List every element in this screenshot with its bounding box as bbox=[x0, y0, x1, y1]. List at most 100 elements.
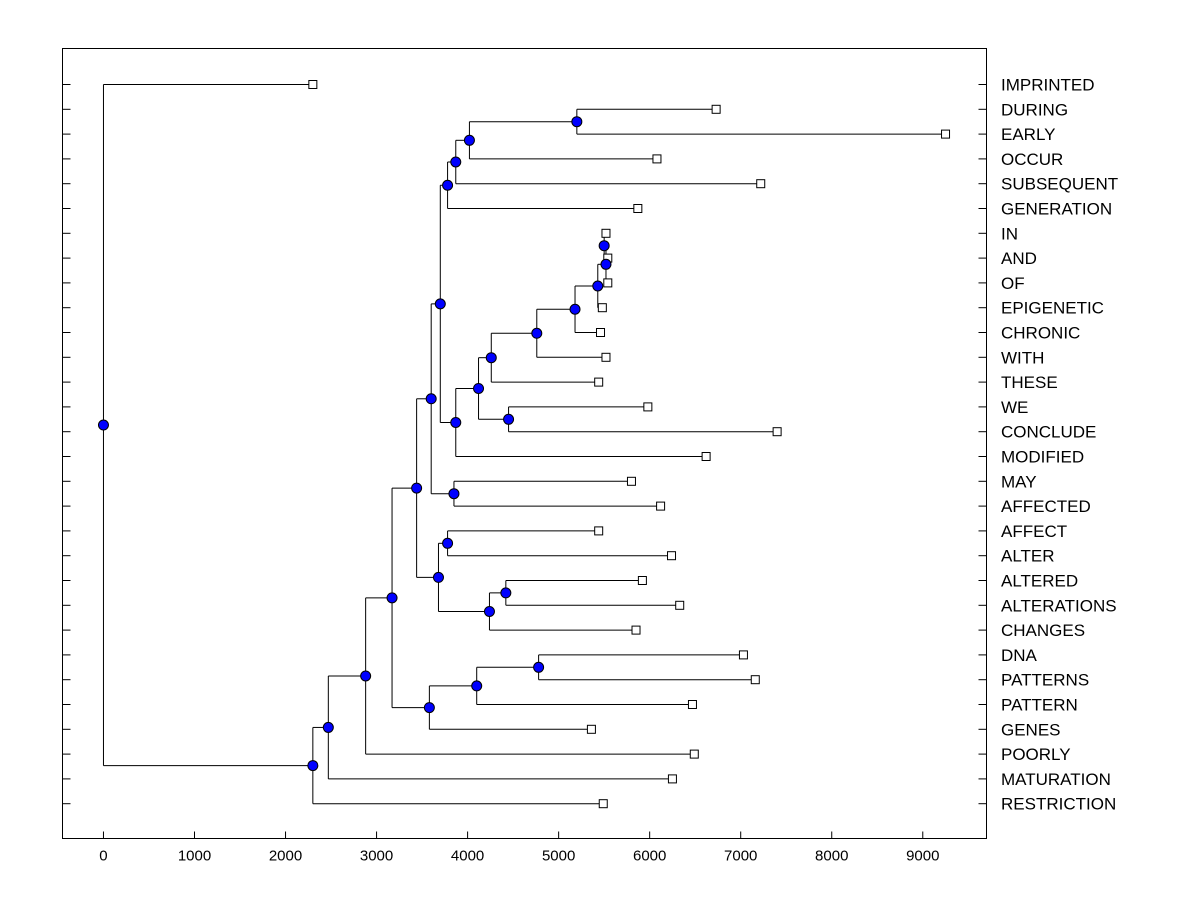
leaf-marker-may bbox=[626, 476, 636, 486]
leaf-marker-affect bbox=[594, 526, 604, 536]
leaf-marker-changes bbox=[631, 625, 641, 635]
leaf-label-affected: AFFECTED bbox=[1001, 497, 1091, 516]
leaf-label-we: WE bbox=[1001, 398, 1028, 417]
leaf-label-epigenetic: EPIGENETIC bbox=[1001, 299, 1104, 318]
leaf-marker-imprinted bbox=[308, 80, 318, 89]
leaf-label-subsequent: SUBSEQUENT bbox=[1001, 175, 1118, 194]
merge-node-m10 bbox=[571, 116, 583, 128]
leaf-marker-patterns bbox=[750, 675, 760, 685]
merge-node-m15 bbox=[448, 488, 460, 500]
leaf-label-may: MAY bbox=[1001, 472, 1037, 491]
leaf-marker-subsequent bbox=[756, 179, 766, 189]
dendrogram-links bbox=[102, 84, 946, 805]
merge-node-m7 bbox=[503, 413, 515, 425]
leaf-marker-maturation bbox=[667, 774, 677, 784]
x-tick-label: 9000 bbox=[906, 848, 939, 865]
leaf-marker-early bbox=[941, 129, 951, 139]
leaf-label-affect: AFFECT bbox=[1001, 522, 1067, 541]
leaf-label-during: DURING bbox=[1001, 100, 1068, 119]
leaf-label-restriction: RESTRICTION bbox=[1001, 795, 1116, 814]
x-tick-label: 4000 bbox=[451, 848, 484, 865]
merge-node-m14 bbox=[434, 298, 446, 310]
x-tick-label: 2000 bbox=[269, 848, 302, 865]
leaf-ticks bbox=[62, 84, 987, 805]
merge-nodes bbox=[97, 116, 612, 772]
x-tick-label: 0 bbox=[99, 848, 107, 865]
leaf-label-these: THESE bbox=[1001, 373, 1058, 392]
merge-node-m3 bbox=[592, 280, 604, 292]
merge-node-m9 bbox=[450, 416, 462, 428]
x-tick-label: 8000 bbox=[815, 848, 848, 865]
leaf-marker-modified bbox=[701, 452, 711, 461]
leaf-label-alter: ALTER bbox=[1001, 547, 1055, 566]
leaf-marker-with bbox=[601, 352, 611, 362]
leaf-label-with: WITH bbox=[1001, 348, 1044, 367]
plot-frame bbox=[62, 48, 987, 839]
leaf-label-generation: GENERATION bbox=[1001, 200, 1112, 219]
leaf-label-early: EARLY bbox=[1001, 125, 1056, 144]
merge-node-m26 bbox=[360, 670, 372, 682]
leaf-label-of: OF bbox=[1001, 274, 1025, 293]
leaf-label-imprinted: IMPRINTED bbox=[1001, 76, 1095, 95]
leaf-marker-alterations bbox=[675, 600, 685, 610]
merge-node-m13 bbox=[442, 179, 454, 191]
merge-node-m24 bbox=[423, 702, 435, 714]
leaf-markers bbox=[308, 80, 951, 809]
merge-node-m28 bbox=[307, 760, 319, 772]
merge-node-m19 bbox=[483, 606, 495, 617]
leaf-label-chronic: CHRONIC bbox=[1001, 324, 1080, 343]
leaf-marker-restriction bbox=[598, 799, 608, 809]
merge-node-m20 bbox=[432, 571, 444, 583]
merge-node-m17 bbox=[442, 537, 454, 549]
leaf-label-alterations: ALTERATIONS bbox=[1001, 596, 1117, 615]
merge-node-m21 bbox=[411, 482, 423, 494]
leaf-marker-occur bbox=[652, 154, 662, 164]
leaf-label-patterns: PATTERNS bbox=[1001, 671, 1089, 690]
leaf-marker-poorly bbox=[689, 749, 699, 759]
merge-node-m16 bbox=[425, 393, 437, 405]
leaf-label-conclude: CONCLUDE bbox=[1001, 423, 1096, 442]
leaf-label-dna: DNA bbox=[1001, 646, 1038, 665]
merge-node-m11 bbox=[463, 134, 475, 146]
leaf-label-maturation: MATURATION bbox=[1001, 770, 1111, 789]
merge-node-m18 bbox=[500, 587, 512, 599]
merge-node-m2 bbox=[600, 258, 612, 270]
leaf-marker-pattern bbox=[687, 700, 697, 709]
merge-node-m6 bbox=[485, 352, 497, 364]
merge-node-m4 bbox=[569, 303, 581, 315]
merge-node-m22 bbox=[533, 661, 545, 673]
leaf-label-changes: CHANGES bbox=[1001, 621, 1085, 640]
leaf-label-and: AND bbox=[1001, 249, 1037, 268]
x-tick-label: 3000 bbox=[360, 848, 393, 865]
leaf-label-in: IN bbox=[1001, 224, 1018, 243]
merge-node-m12 bbox=[450, 156, 462, 168]
x-axis: 0 1000 2000 3000 4000 5000 6000 7000 8000 9000 bbox=[99, 831, 939, 865]
x-tick-label: 1000 bbox=[178, 848, 211, 865]
leaf-marker-we bbox=[643, 402, 653, 412]
leaf-marker-affected bbox=[656, 501, 666, 511]
leaf-marker-generation bbox=[633, 204, 643, 213]
leaf-marker-chronic bbox=[596, 328, 606, 337]
leaf-marker-during bbox=[711, 104, 721, 114]
merge-node-m27 bbox=[322, 721, 334, 733]
merge-node-m1 bbox=[598, 240, 610, 252]
leaf-marker-conclude bbox=[772, 427, 782, 437]
leaf-marker-genes bbox=[586, 724, 596, 734]
leaf-marker-altered bbox=[637, 576, 647, 585]
leaf-labels: IMPRINTED DURING EARLY OCCUR SUBSEQUENT GENER… bbox=[1001, 76, 1118, 814]
leaf-label-occur: OCCUR bbox=[1001, 150, 1063, 169]
leaf-marker-alter bbox=[667, 551, 677, 561]
merge-node-m23 bbox=[471, 680, 483, 692]
leaf-label-pattern: PATTERN bbox=[1001, 696, 1078, 715]
leaf-label-poorly: POORLY bbox=[1001, 745, 1071, 764]
leaf-label-altered: ALTERED bbox=[1001, 572, 1078, 591]
leaf-marker-dna bbox=[738, 650, 748, 660]
leaf-marker-epigenetic bbox=[597, 303, 607, 313]
x-tick-label: 7000 bbox=[724, 848, 757, 865]
merge-node-m5 bbox=[531, 327, 543, 339]
merge-node-m8 bbox=[473, 382, 485, 394]
x-tick-label: 6000 bbox=[633, 848, 666, 865]
x-tick-label: 5000 bbox=[542, 848, 575, 865]
leaf-label-genes: GENES bbox=[1001, 720, 1061, 739]
